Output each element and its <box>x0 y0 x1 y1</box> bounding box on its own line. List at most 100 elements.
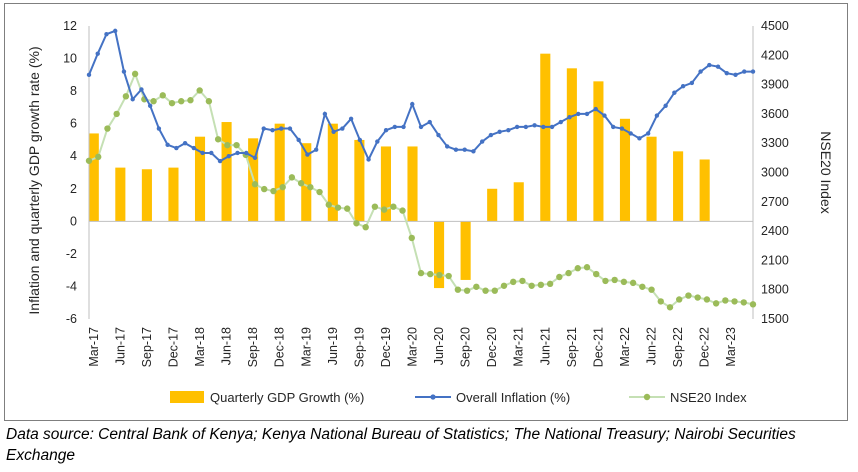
nse20-point <box>528 282 535 289</box>
inflation-point <box>95 51 100 56</box>
inflation-point <box>296 137 301 143</box>
nse20-point <box>500 282 508 289</box>
inflation-point <box>724 71 729 76</box>
inflation-point <box>235 150 240 156</box>
x-tick-label: Mar-21 <box>512 327 526 367</box>
gdp-bar <box>354 139 365 222</box>
x-tick-label: Jun-18 <box>220 327 234 365</box>
nse20-point <box>574 265 581 272</box>
nse20-point <box>168 99 176 107</box>
nse20-point <box>380 206 388 213</box>
x-tick-label: Sep-20 <box>459 327 473 367</box>
nse20-point <box>297 180 305 187</box>
source-note: Data source: Central Bank of Kenya; Keny… <box>6 426 796 464</box>
inflation-layer <box>86 28 756 164</box>
inflation-point <box>305 152 310 157</box>
nse20-point <box>104 125 111 132</box>
x-tick-label: Mar-18 <box>193 327 207 367</box>
inflation-point <box>733 72 738 78</box>
inflation-point <box>742 69 747 74</box>
inflation-point <box>252 155 258 161</box>
inflation-point <box>86 72 92 78</box>
nse20-point <box>473 283 480 290</box>
nse20-point <box>546 280 554 288</box>
gdp-bar <box>88 133 99 222</box>
inflation-point <box>270 127 275 133</box>
gdp-bar <box>699 159 710 222</box>
gdp-bar <box>141 169 152 222</box>
right-tick-label: 3900 <box>761 78 789 92</box>
nse20-point <box>214 136 222 143</box>
inflation-point <box>401 124 406 130</box>
nse20-point <box>749 301 757 308</box>
x-tick-label: Jun-19 <box>326 327 340 365</box>
inflation-point <box>707 62 712 68</box>
bars-layer <box>88 53 710 289</box>
nse20-point <box>722 297 729 304</box>
gdp-bar <box>646 136 657 222</box>
nse20-point <box>436 271 443 279</box>
nse20-point <box>666 304 674 311</box>
inflation-point <box>113 28 118 34</box>
nse20-point <box>113 110 120 118</box>
left-tick-label: 10 <box>63 52 77 66</box>
nse20-point <box>731 298 738 305</box>
gdp-bar <box>593 81 604 222</box>
nse20-point <box>740 299 747 306</box>
x-tick-label: Jun-20 <box>432 327 446 365</box>
x-tick-label: Mar-17 <box>87 327 101 367</box>
nse20-point <box>325 201 332 208</box>
legend-nse20-label: NSE20 Index <box>670 390 747 405</box>
inflation-point <box>261 126 266 131</box>
inflation-point <box>147 103 153 108</box>
nse20-point <box>344 205 351 212</box>
gdp-bar <box>487 188 498 222</box>
inflation-point <box>715 64 721 69</box>
right-tick-label: 3600 <box>761 107 789 121</box>
gdp-bar <box>434 221 445 289</box>
inflation-point <box>322 111 328 117</box>
gdp-bar <box>566 68 577 222</box>
nse20-point <box>159 92 166 99</box>
inflation-point <box>331 129 336 135</box>
inflation-point <box>567 114 572 120</box>
left-tick-label: 0 <box>70 214 77 228</box>
inflation-point <box>209 150 214 156</box>
inflation-point <box>445 144 450 149</box>
x-tick-label: Sep-19 <box>352 327 366 367</box>
gdp-bar <box>540 53 551 222</box>
x-tick-label: Mar-20 <box>406 327 420 367</box>
inflation-point <box>593 106 598 112</box>
inflation-point <box>532 123 537 128</box>
nse20-point <box>611 276 618 284</box>
nse20-point <box>408 234 415 242</box>
gdp-bar <box>380 146 391 222</box>
x-tick-label: Dec-18 <box>273 327 287 367</box>
inflation-point <box>619 126 625 131</box>
legend-inflation-label: Overall Inflation (%) <box>456 390 570 405</box>
x-tick-label: Mar-23 <box>724 327 738 367</box>
inflation-point <box>506 127 511 133</box>
nse20-point <box>648 286 655 293</box>
left-axis-title: Inflation and quarterly GDP growth rate … <box>26 46 42 314</box>
inflation-point <box>436 132 441 138</box>
inflation-point <box>453 147 459 152</box>
inflation-point <box>156 126 162 131</box>
labels-layer: -6 -4 -2 0 2 4 6 8 10 12 1500 1800 2100 2400 2700 3000 3… <box>26 19 834 367</box>
nse20-point <box>178 98 185 105</box>
nse20-point <box>703 296 711 303</box>
inflation-point <box>698 69 703 74</box>
nse20-point <box>602 277 609 285</box>
x-tick-label: Jun-22 <box>645 327 659 365</box>
legend: Quarterly GDP Growth (%) Overall Inflatio… <box>170 390 747 405</box>
inflation-point <box>523 124 529 130</box>
gdp-bar <box>274 123 285 222</box>
inflation-point <box>576 111 581 117</box>
nse-layer <box>85 70 757 311</box>
nse20-point <box>187 97 194 104</box>
inflation-point <box>541 124 546 130</box>
nse20-point <box>482 287 489 294</box>
left-tick-label: 2 <box>70 182 77 196</box>
nse20-point <box>95 153 102 161</box>
right-axis-title: NSE20 Index <box>818 131 834 214</box>
